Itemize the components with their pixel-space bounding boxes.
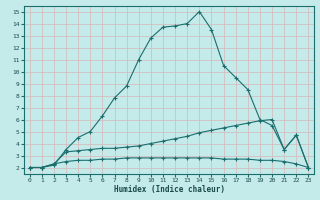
X-axis label: Humidex (Indice chaleur): Humidex (Indice chaleur) <box>114 185 225 194</box>
